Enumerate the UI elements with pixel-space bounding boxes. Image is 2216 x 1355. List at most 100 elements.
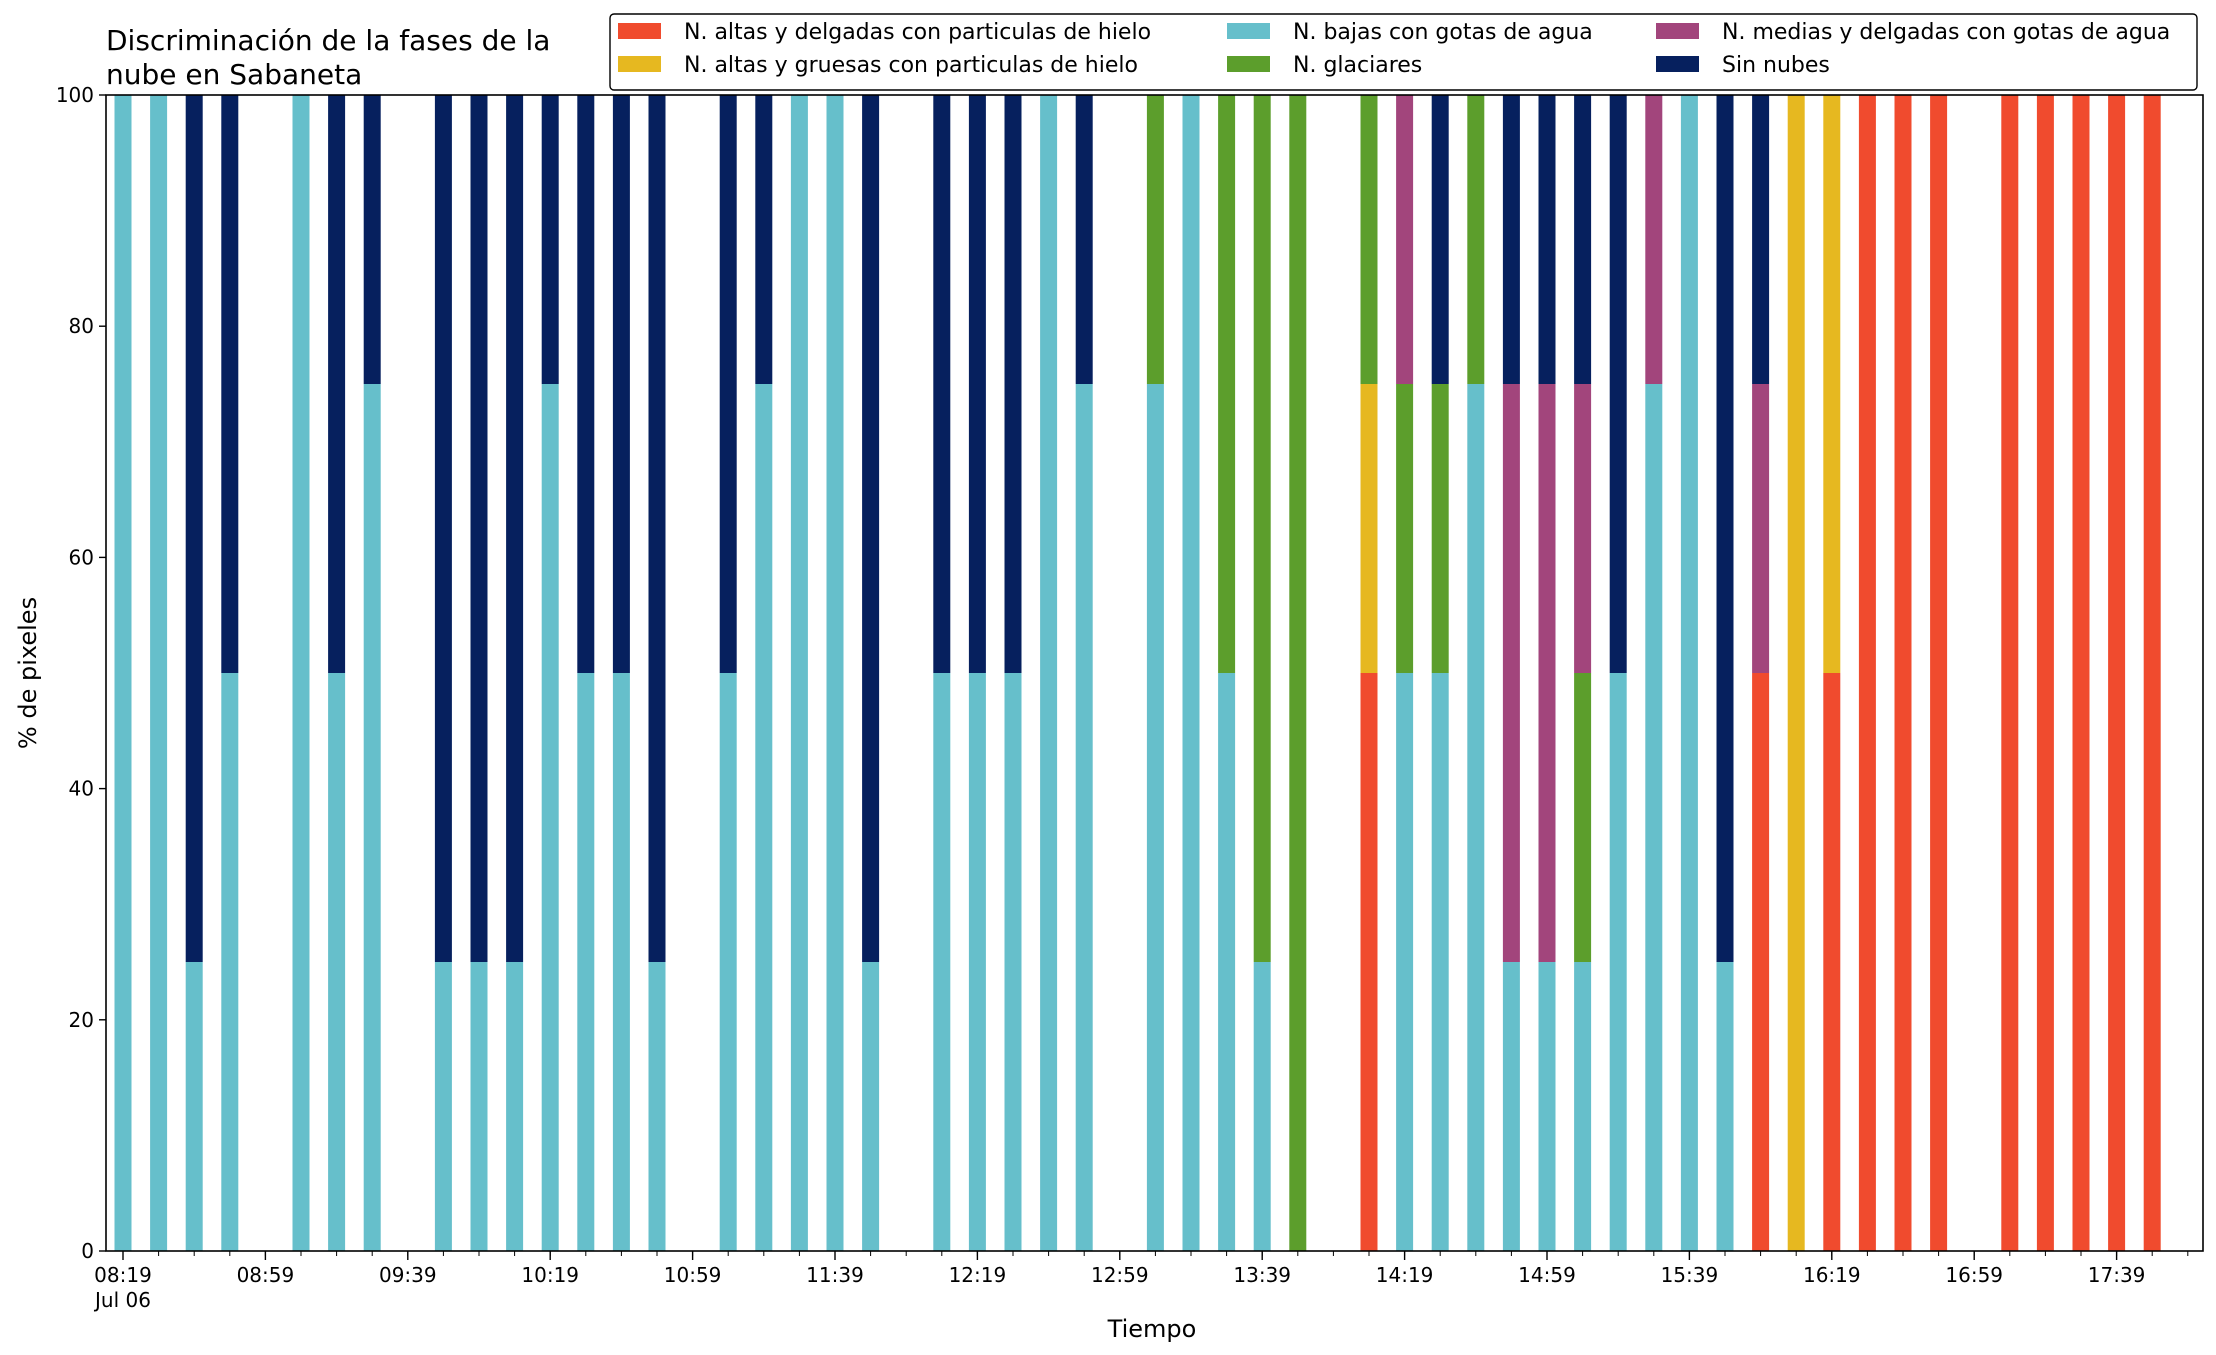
bar-5-segment-1 — [328, 95, 346, 673]
x-tick-label-7: 12:59 — [1091, 1263, 1149, 1287]
bar-7-segment-1 — [434, 95, 452, 962]
bar-29-segment-0 — [1360, 673, 1378, 1251]
bar-30-segment-0 — [1396, 673, 1414, 1251]
x-tick-label-4: 10:59 — [664, 1263, 722, 1287]
bar-10-segment-0 — [541, 384, 559, 1251]
bar-10-segment-1 — [541, 95, 559, 384]
bar-42-segment-0 — [1823, 673, 1841, 1251]
bar-21-segment-1 — [1004, 95, 1022, 673]
legend-swatch-5 — [1656, 56, 1699, 72]
legend-label-3: N. glaciares — [1293, 53, 1422, 78]
bar-33-segment-1 — [1502, 384, 1520, 962]
bar-33-segment-2 — [1502, 95, 1520, 384]
x-tick-label-10: 14:59 — [1518, 1263, 1576, 1287]
legend-label-4: N. medias y delgadas con gotas de agua — [1722, 20, 2170, 45]
x-tick-label-0: 08:19 — [94, 1263, 152, 1287]
bar-50-segment-0 — [2143, 95, 2161, 1251]
legend-swatch-2 — [1227, 23, 1270, 39]
bar-36-segment-0 — [1609, 673, 1627, 1251]
y-axis-label: % de pixeles — [14, 597, 42, 749]
legend-label-1: N. altas y gruesas con particulas de hie… — [684, 53, 1138, 78]
bar-26-segment-0 — [1218, 673, 1236, 1251]
bar-29-segment-2 — [1360, 95, 1378, 384]
bar-34-segment-1 — [1538, 384, 1556, 962]
bar-2-segment-0 — [185, 962, 203, 1251]
legend: N. altas y delgadas con particulas de hi… — [609, 13, 2198, 91]
x-tick-label-1: 08:59 — [237, 1263, 295, 1287]
bar-14-segment-0 — [719, 673, 737, 1251]
bar-32-segment-1 — [1467, 95, 1485, 384]
bar-35-segment-3 — [1574, 95, 1592, 384]
bar-27-segment-0 — [1253, 962, 1271, 1251]
bar-47-segment-0 — [2036, 95, 2054, 1251]
bar-40-segment-0 — [1752, 673, 1770, 1251]
bar-19-segment-0 — [933, 673, 951, 1251]
bar-9-segment-0 — [506, 962, 524, 1251]
bar-23-segment-0 — [1075, 384, 1093, 1251]
bar-13-segment-0 — [648, 962, 666, 1251]
bar-3-segment-0 — [221, 673, 239, 1251]
bar-21-segment-0 — [1004, 673, 1022, 1251]
bar-28-segment-0 — [1289, 95, 1307, 1251]
bar-20-segment-1 — [968, 95, 986, 673]
bar-39-segment-0 — [1716, 962, 1734, 1251]
bar-23-segment-1 — [1075, 95, 1093, 384]
bar-39-segment-1 — [1716, 95, 1734, 962]
bar-40-segment-1 — [1752, 384, 1770, 673]
bar-17-segment-0 — [826, 95, 844, 1251]
bar-8-segment-1 — [470, 95, 488, 962]
x-tick-label-12: 16:19 — [1803, 1263, 1861, 1287]
bar-30-segment-1 — [1396, 384, 1414, 673]
bar-2-segment-1 — [185, 95, 203, 962]
bar-4-segment-0 — [292, 95, 310, 1251]
bar-22-segment-0 — [1040, 95, 1058, 1251]
x-tick-label-9: 14:19 — [1376, 1263, 1434, 1287]
bar-37-segment-0 — [1645, 384, 1663, 1251]
bar-6-segment-1 — [363, 95, 381, 384]
bar-15-segment-0 — [755, 384, 773, 1251]
x-tick-sublabel-0: Jul 06 — [93, 1288, 151, 1312]
y-tick-label-0: 0 — [81, 1239, 94, 1263]
x-tick-label-6: 12:19 — [949, 1263, 1007, 1287]
x-tick-label-11: 15:39 — [1661, 1263, 1719, 1287]
x-axis-label: Tiempo — [1107, 1315, 1197, 1343]
bars-layer — [114, 95, 2161, 1251]
bar-7-segment-0 — [434, 962, 452, 1251]
bar-44-segment-0 — [1894, 95, 1912, 1251]
bar-16-segment-0 — [790, 95, 808, 1251]
x-tick-label-14: 17:39 — [2088, 1263, 2146, 1287]
x-tick-label-8: 13:39 — [1233, 1263, 1291, 1287]
bar-42-segment-1 — [1823, 95, 1841, 673]
bar-40-segment-2 — [1752, 95, 1770, 384]
bar-31-segment-0 — [1431, 673, 1449, 1251]
legend-label-0: N. altas y delgadas con particulas de hi… — [684, 20, 1151, 45]
bar-1-segment-0 — [150, 95, 168, 1251]
bar-11-segment-0 — [577, 673, 595, 1251]
bar-9-segment-1 — [506, 95, 524, 962]
bar-46-segment-0 — [2001, 95, 2019, 1251]
bar-24-segment-0 — [1146, 384, 1164, 1251]
bar-32-segment-0 — [1467, 384, 1485, 1251]
bar-0-segment-0 — [114, 95, 132, 1251]
bar-30-segment-2 — [1396, 95, 1414, 384]
bar-5-segment-0 — [328, 673, 346, 1251]
legend-swatch-1 — [618, 56, 661, 72]
bar-3-segment-1 — [221, 95, 239, 673]
legend-swatch-0 — [618, 23, 661, 39]
bar-6-segment-0 — [363, 384, 381, 1251]
bar-48-segment-0 — [2072, 95, 2090, 1251]
y-tick-label-2: 40 — [69, 777, 94, 801]
x-tick-label-2: 09:39 — [379, 1263, 437, 1287]
bar-29-segment-1 — [1360, 384, 1378, 673]
bar-14-segment-1 — [719, 95, 737, 673]
plot-frame — [105, 94, 2204, 1252]
bar-18-segment-0 — [862, 962, 880, 1251]
bar-35-segment-2 — [1574, 384, 1592, 673]
bar-35-segment-1 — [1574, 673, 1592, 962]
bar-15-segment-1 — [755, 95, 773, 384]
bar-11-segment-1 — [577, 95, 595, 673]
bar-31-segment-2 — [1431, 95, 1449, 384]
chart-title-line-2: nube en Sabaneta — [106, 58, 362, 91]
legend-frame — [609, 13, 2198, 91]
